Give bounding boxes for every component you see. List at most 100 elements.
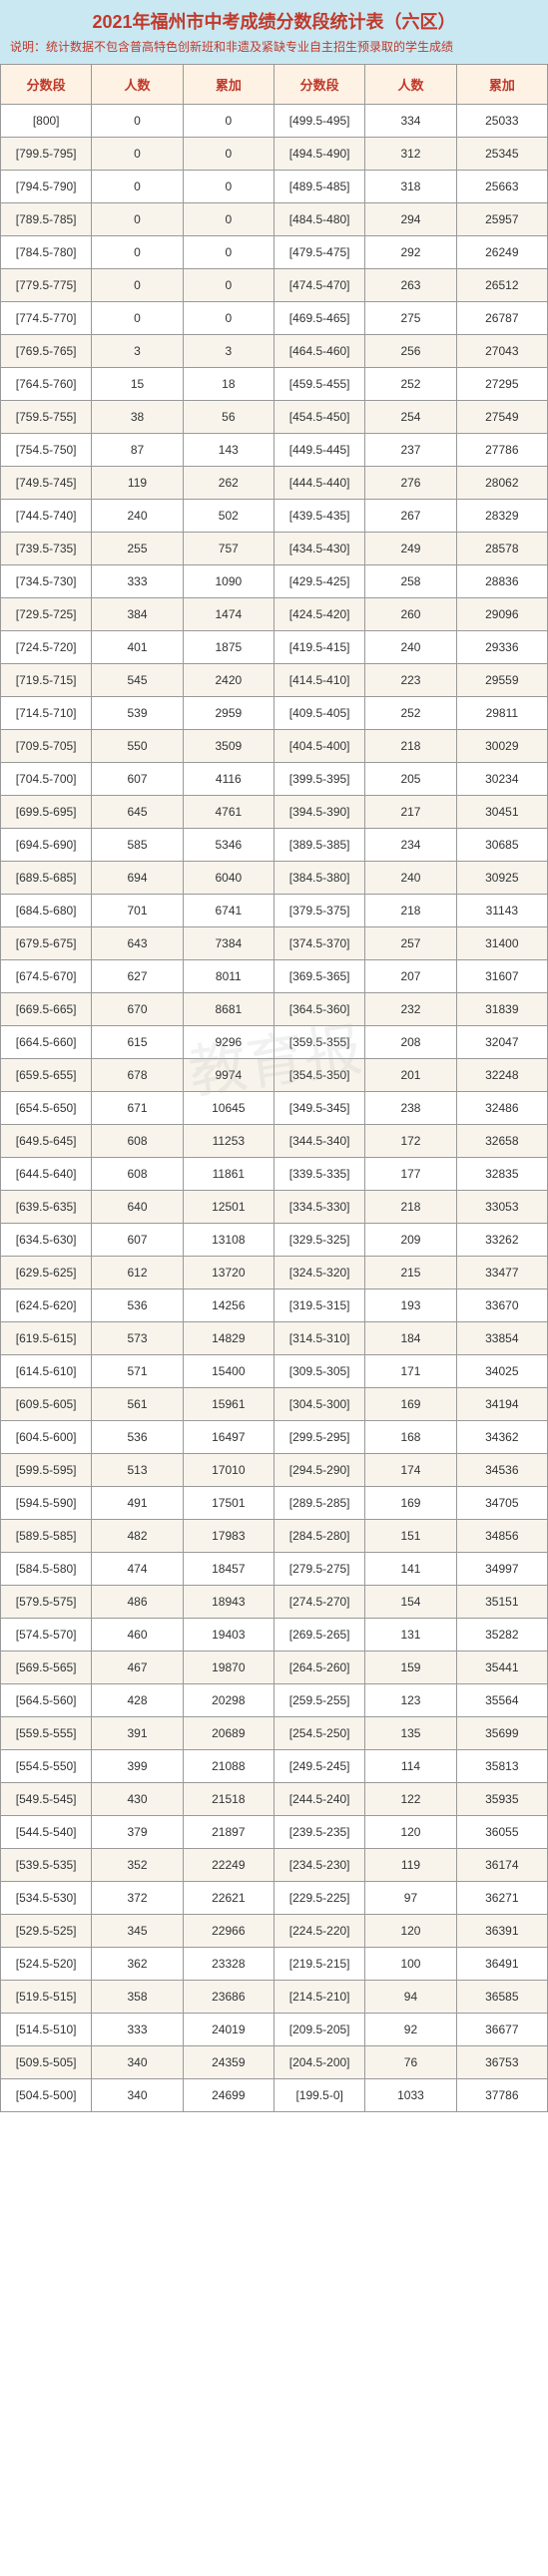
cell: [209.5-205]: [274, 2014, 364, 2046]
cell: 1875: [183, 631, 274, 664]
cell: 502: [183, 500, 274, 533]
cell: 333: [92, 565, 183, 598]
cell: 486: [92, 1586, 183, 1619]
cell: 645: [92, 796, 183, 829]
cell: 18457: [183, 1553, 274, 1586]
cell: 3509: [183, 730, 274, 763]
col-header-2: 累加: [183, 65, 274, 105]
table-row: [669.5-665]6708681[364.5-360]23231839: [1, 993, 548, 1026]
cell: [359.5-355]: [274, 1026, 364, 1059]
cell: [739.5-735]: [1, 533, 92, 565]
table-row: [539.5-535]35222249[234.5-230]11936174: [1, 1849, 548, 1882]
table-row: [684.5-680]7016741[379.5-375]21831143: [1, 895, 548, 927]
table-row: [634.5-630]60713108[329.5-325]20933262: [1, 1224, 548, 1257]
cell: [784.5-780]: [1, 236, 92, 269]
cell: 701: [92, 895, 183, 927]
cell: 8011: [183, 960, 274, 993]
cell: [434.5-430]: [274, 533, 364, 565]
cell: [609.5-605]: [1, 1388, 92, 1421]
cell: [304.5-300]: [274, 1388, 364, 1421]
cell: 0: [92, 203, 183, 236]
cell: 35935: [456, 1783, 547, 1816]
cell: 318: [365, 171, 456, 203]
table-row: [689.5-685]6946040[384.5-380]24030925: [1, 862, 548, 895]
cell: 37786: [456, 2079, 547, 2112]
cell: [799.5-795]: [1, 138, 92, 171]
cell: [229.5-225]: [274, 1882, 364, 1915]
cell: [529.5-525]: [1, 1915, 92, 1948]
cell: 20298: [183, 1684, 274, 1717]
table-row: [769.5-765]33[464.5-460]25627043: [1, 335, 548, 368]
cell: [800]: [1, 105, 92, 138]
table-row: [574.5-570]46019403[269.5-265]13135282: [1, 1619, 548, 1652]
cell: [499.5-495]: [274, 105, 364, 138]
cell: [459.5-455]: [274, 368, 364, 401]
cell: 30925: [456, 862, 547, 895]
cell: 33053: [456, 1191, 547, 1224]
col-header-3: 分数段: [274, 65, 364, 105]
cell: 571: [92, 1355, 183, 1388]
cell: 257: [365, 927, 456, 960]
table-row: [639.5-635]64012501[334.5-330]21833053: [1, 1191, 548, 1224]
cell: 482: [92, 1520, 183, 1553]
cell: 612: [92, 1257, 183, 1289]
cell: 262: [183, 467, 274, 500]
cell: 561: [92, 1388, 183, 1421]
cell: 24359: [183, 2046, 274, 2079]
cell: 177: [365, 1158, 456, 1191]
cell: 2420: [183, 664, 274, 697]
cell: 18943: [183, 1586, 274, 1619]
cell: 21518: [183, 1783, 274, 1816]
cell: 252: [365, 368, 456, 401]
cell: 358: [92, 1981, 183, 2014]
table-row: [584.5-580]47418457[279.5-275]14134997: [1, 1553, 548, 1586]
cell: [564.5-560]: [1, 1684, 92, 1717]
cell: 56: [183, 401, 274, 434]
cell: 218: [365, 895, 456, 927]
cell: 430: [92, 1783, 183, 1816]
cell: [514.5-510]: [1, 2014, 92, 2046]
cell: 10645: [183, 1092, 274, 1125]
table-row: [754.5-750]87143[449.5-445]23727786: [1, 434, 548, 467]
cell: 205: [365, 763, 456, 796]
cell: [244.5-240]: [274, 1783, 364, 1816]
table-row: [569.5-565]46719870[264.5-260]15935441: [1, 1652, 548, 1684]
cell: 33854: [456, 1322, 547, 1355]
cell: 6040: [183, 862, 274, 895]
cell: 467: [92, 1652, 183, 1684]
cell: [669.5-665]: [1, 993, 92, 1026]
cell: [284.5-280]: [274, 1520, 364, 1553]
cell: 32248: [456, 1059, 547, 1092]
cell: 292: [365, 236, 456, 269]
cell: 30685: [456, 829, 547, 862]
cell: 5346: [183, 829, 274, 862]
table-row: [719.5-715]5452420[414.5-410]22329559: [1, 664, 548, 697]
cell: 30029: [456, 730, 547, 763]
cell: 12501: [183, 1191, 274, 1224]
cell: 13720: [183, 1257, 274, 1289]
cell: 9974: [183, 1059, 274, 1092]
cell: [649.5-645]: [1, 1125, 92, 1158]
cell: 0: [183, 236, 274, 269]
cell: [374.5-370]: [274, 927, 364, 960]
cell: 15: [92, 368, 183, 401]
cell: 38: [92, 401, 183, 434]
table-row: [709.5-705]5503509[404.5-400]21830029: [1, 730, 548, 763]
cell: 207: [365, 960, 456, 993]
table-row: [599.5-595]51317010[294.5-290]17434536: [1, 1454, 548, 1487]
table-row: [699.5-695]6454761[394.5-390]21730451: [1, 796, 548, 829]
cell: 36271: [456, 1882, 547, 1915]
cell: 169: [365, 1487, 456, 1520]
cell: 0: [183, 171, 274, 203]
cell: 31143: [456, 895, 547, 927]
cell: 34194: [456, 1388, 547, 1421]
cell: [344.5-340]: [274, 1125, 364, 1158]
cell: 474: [92, 1553, 183, 1586]
table-row: [784.5-780]00[479.5-475]29226249: [1, 236, 548, 269]
cell: [279.5-275]: [274, 1553, 364, 1586]
cell: 174: [365, 1454, 456, 1487]
table-row: [534.5-530]37222621[229.5-225]9736271: [1, 1882, 548, 1915]
cell: 36391: [456, 1915, 547, 1948]
cell: 19403: [183, 1619, 274, 1652]
cell: [644.5-640]: [1, 1158, 92, 1191]
